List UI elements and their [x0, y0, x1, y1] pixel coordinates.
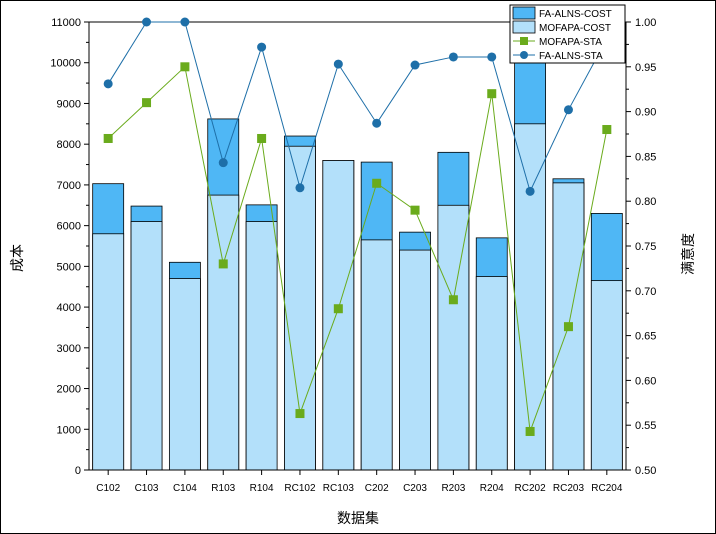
legend: FA-ALNS-COST MOFAPA-COST MOFAPA-STA FA-ALNS… — [509, 4, 626, 64]
fa-alns-sta-line — [107, 21, 608, 193]
bar-mofapa-cost — [590, 280, 623, 471]
x-tick-label: R104 — [250, 483, 274, 494]
y-tick-label: 11000 — [51, 17, 81, 29]
bar-mofapa-cost — [284, 145, 316, 471]
y-tick-label: 1000 — [57, 424, 81, 436]
x-tick-label: C102 — [96, 483, 120, 494]
legend-swatch-fa-alns-cost — [512, 6, 536, 20]
y2-tick-label: 0.95 — [635, 62, 656, 74]
bar-mofapa-cost — [437, 204, 470, 471]
mofapa-sta-point — [448, 295, 458, 305]
mofapa-sta-point — [372, 178, 382, 188]
bar-mofapa-cost — [322, 160, 355, 471]
y-tick-label: 5000 — [57, 261, 81, 273]
fa-alns-sta-point — [218, 158, 228, 168]
legend-marker-mofapa-sta — [520, 37, 528, 45]
y-tick-label: 10000 — [50, 58, 81, 70]
x-tick-label: C203 — [403, 483, 427, 494]
fa-alns-sta-point — [448, 52, 458, 62]
bar-mofapa-cost — [475, 276, 508, 471]
y2-tick-label: 1.00 — [635, 17, 656, 29]
x-tick-label: RC202 — [515, 483, 547, 494]
fa-alns-sta-point — [372, 118, 382, 128]
x-tick-label: C103 — [135, 483, 159, 494]
mofapa-sta-point — [563, 322, 573, 332]
mofapa-sta-point — [218, 259, 228, 269]
fa-alns-sta-point — [295, 183, 305, 193]
x-tick-label: RC102 — [284, 483, 316, 494]
lines-layer — [103, 17, 612, 436]
bar-mofapa-cost — [168, 278, 201, 471]
y-tick-label: 6000 — [57, 221, 81, 233]
mofapa-sta-point — [487, 89, 497, 99]
bar-mofapa-cost — [399, 249, 431, 471]
fa-alns-sta-point — [563, 105, 573, 115]
x-tick-label: C202 — [365, 483, 389, 494]
fa-alns-sta-point — [487, 52, 497, 62]
y2-tick-label: 0.75 — [635, 241, 656, 253]
mofapa-sta-point — [525, 426, 535, 436]
bar-mofapa-cost — [514, 123, 547, 471]
legend-label: MOFAPA-STA — [539, 37, 602, 48]
fa-alns-sta-point — [180, 17, 190, 27]
legend-swatch-mofapa-cost — [512, 20, 536, 34]
y2-tick-label: 0.60 — [635, 375, 656, 387]
bar-mofapa-cost — [92, 233, 125, 471]
y-tick-label: 3000 — [57, 343, 81, 355]
legend-label: MOFAPA-COST — [539, 23, 611, 34]
y2-axis-title: 满意度 — [680, 233, 697, 275]
fa-alns-sta-point — [410, 60, 420, 70]
fa-alns-sta-point — [142, 17, 152, 27]
mofapa-sta-point — [602, 125, 612, 135]
y-tick-label: 7000 — [57, 180, 81, 192]
x-tick-label: R103 — [211, 483, 235, 494]
y2-tick-label: 0.70 — [635, 286, 656, 298]
mofapa-sta-point — [180, 62, 190, 72]
axes-layer: 0 1000 2000 3000 4000 5000 6000 7000 8000 9000 100… — [50, 17, 656, 494]
y-tick-label: 2000 — [57, 384, 81, 396]
y2-tick-label: 0.65 — [635, 331, 656, 343]
bar-mofapa-cost — [130, 221, 163, 471]
y-tick-label: 0 — [75, 465, 81, 477]
mofapa-sta-point — [142, 98, 152, 108]
mofapa-sta-point — [295, 409, 305, 419]
y2-tick-label: 0.50 — [635, 465, 656, 477]
mofapa-sta-point — [410, 205, 420, 215]
mofapa-sta-point — [333, 304, 343, 314]
x-tick-label: RC103 — [323, 483, 355, 494]
bar-mofapa-cost — [207, 194, 240, 471]
bars-layer — [92, 44, 623, 471]
fa-alns-sta-point — [257, 42, 267, 52]
y2-tick-label: 0.80 — [635, 196, 656, 208]
y2-tick-label: 0.85 — [635, 151, 656, 163]
y-tick-label: 4000 — [57, 302, 81, 314]
x-tick-label: RC204 — [591, 483, 623, 494]
legend-marker-fa-alns-sta — [520, 51, 528, 59]
x-tick-label: R204 — [480, 483, 504, 494]
y-tick-label: 8000 — [57, 139, 81, 151]
y2-tick-label: 0.55 — [635, 420, 656, 432]
y-axis-title: 成本 — [10, 244, 26, 272]
y2-tick-label: 0.90 — [635, 107, 656, 119]
legend-label: FA-ALNS-STA — [539, 51, 603, 62]
fa-alns-sta-point — [525, 186, 535, 196]
mofapa-sta-point — [103, 133, 113, 143]
x-tick-label: R203 — [441, 483, 465, 494]
fa-alns-sta-point — [103, 79, 113, 89]
y-tick-label: 9000 — [57, 98, 81, 110]
x-axis-title: 数据集 — [337, 510, 379, 527]
x-tick-label: C104 — [173, 483, 197, 494]
fa-alns-sta-point — [333, 59, 343, 69]
mofapa-sta-line — [107, 65, 608, 432]
bar-mofapa-cost — [360, 239, 393, 471]
x-tick-label: RC203 — [553, 483, 585, 494]
bar-mofapa-cost — [245, 221, 278, 471]
mofapa-sta-point — [257, 133, 267, 143]
legend-label: FA-ALNS-COST — [539, 9, 612, 20]
